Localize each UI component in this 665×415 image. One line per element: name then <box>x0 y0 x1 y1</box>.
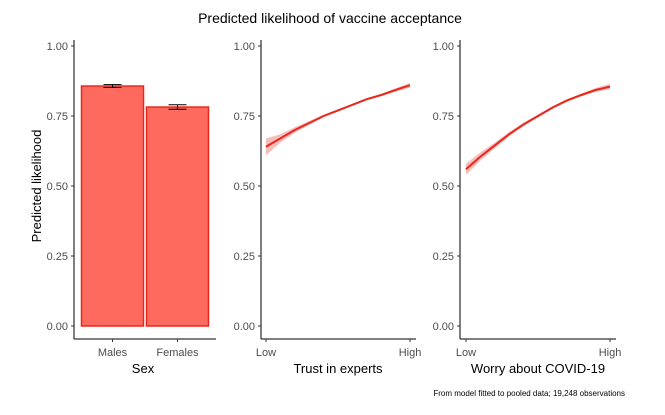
y-tick-label: 1.00 <box>234 41 255 53</box>
y-tick-label: 0.25 <box>234 251 255 263</box>
x-tick-label: Females <box>156 347 199 359</box>
x-axis-title: Worry about COVID-19 <box>471 361 605 376</box>
x-axis-title: Sex <box>132 361 155 376</box>
y-tick-label: 0.00 <box>234 321 255 333</box>
panel-trust-in-experts: 0.00 0.25 0.50 0.75 1.00 Low High Trust in expe… <box>234 40 422 376</box>
confidence-ribbon <box>466 83 610 175</box>
series-line <box>265 84 411 148</box>
y-tick-label: 0.75 <box>47 111 68 123</box>
y-tick-label: 0.00 <box>433 321 454 333</box>
y-tick-label: 0.75 <box>433 111 454 123</box>
bar-males <box>80 85 145 327</box>
panel-sex: 0.00 0.25 0.50 0.75 1.00 Predicted likelihood… <box>29 40 216 376</box>
y-tick-label: 0.25 <box>47 251 68 263</box>
series-line <box>465 85 611 170</box>
y-tick-label: 0.50 <box>234 181 255 193</box>
y-tick-label: 1.00 <box>47 41 68 53</box>
y-tick-label: 0.25 <box>433 251 454 263</box>
x-tick-label: Low <box>256 347 276 359</box>
y-tick-label: 1.00 <box>433 41 454 53</box>
chart-title: Predicted likelihood of vaccine acceptan… <box>198 10 462 26</box>
y-tick-label: 0.50 <box>433 181 454 193</box>
panel-worry-about-covid: 0.00 0.25 0.50 0.75 1.00 Low High Worry about C… <box>433 40 622 376</box>
x-tick-label: High <box>399 347 422 359</box>
y-axis-title: Predicted likelihood <box>29 130 44 243</box>
chart-caption: From model fitted to pooled data; 19,248… <box>433 389 625 398</box>
x-tick-label: High <box>599 347 622 359</box>
x-tick-label: Low <box>456 347 476 359</box>
y-tick-label: 0.75 <box>234 111 255 123</box>
y-tick-label: 0.50 <box>47 181 68 193</box>
bar-females <box>145 106 210 327</box>
y-tick-label: 0.00 <box>47 321 68 333</box>
x-tick-label: Males <box>98 347 128 359</box>
x-axis-title: Trust in experts <box>293 361 383 376</box>
confidence-ribbon <box>266 82 410 156</box>
